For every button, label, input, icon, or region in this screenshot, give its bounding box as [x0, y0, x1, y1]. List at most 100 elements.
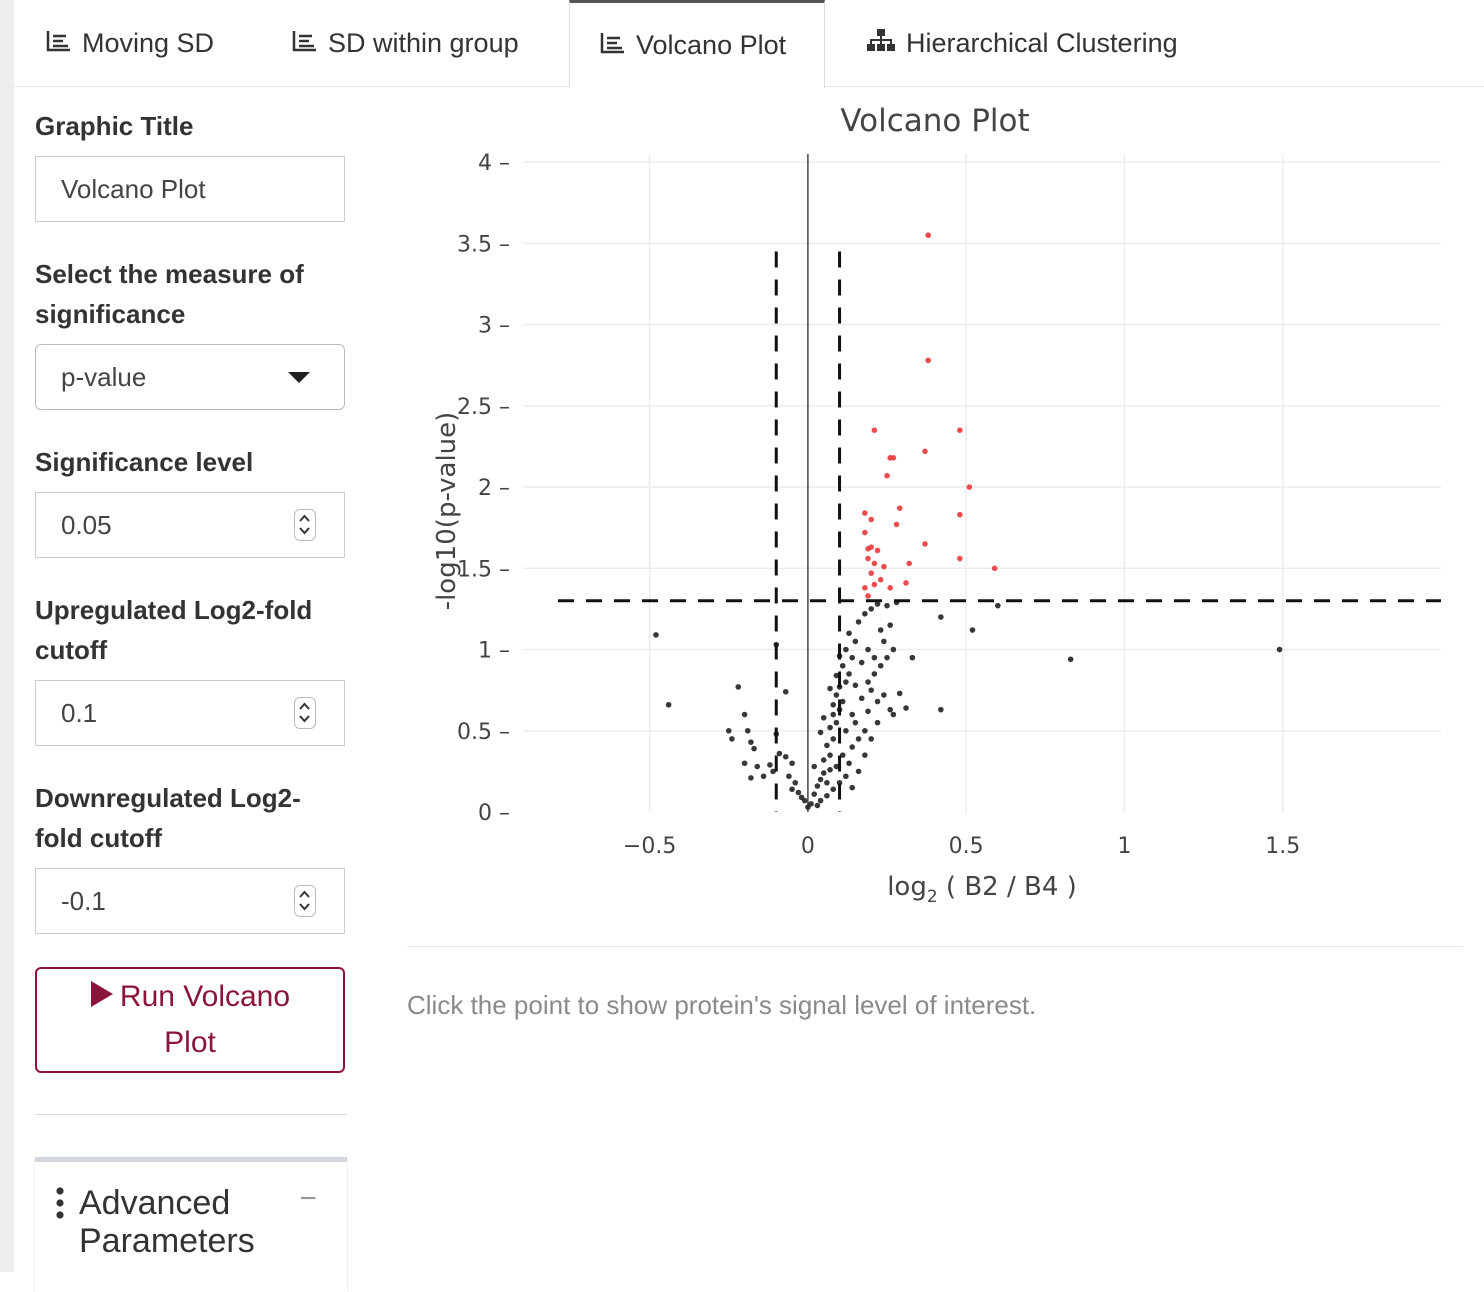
plot-hint-text: Click the point to show protein's signal… [407, 990, 1037, 1020]
point [839, 752, 846, 758]
play-icon [90, 977, 114, 1021]
y-axis-label: -log10(p-value) [432, 412, 462, 611]
point [855, 619, 862, 625]
point [725, 727, 732, 734]
x-tick-label: −0.5 [623, 834, 676, 859]
significant-point [868, 544, 875, 550]
point [877, 627, 884, 633]
x-tick-label: 1.5 [1265, 834, 1300, 859]
point [767, 762, 773, 768]
point [824, 779, 830, 786]
point [874, 601, 881, 607]
point [849, 711, 856, 718]
point [748, 739, 754, 745]
point [890, 646, 897, 653]
y-tick-label: 0 – [478, 801, 510, 826]
point [849, 654, 856, 661]
graphic-title-input[interactable]: Volcano Plot [35, 156, 345, 222]
volcano-plot[interactable]: −0.5 0 0.5 1 1.5 0 – 0.5 – 1 – 1.5 – 2 – 2.5 – 3 – 3… [405, 87, 1484, 947]
point [811, 763, 818, 770]
tab-bar: Moving SD SD within group Volcano Plot H… [14, 0, 1484, 88]
point [751, 745, 757, 752]
significant-point [881, 563, 887, 570]
list-icon [292, 28, 318, 59]
stepper-icon[interactable] [294, 885, 316, 917]
point [849, 784, 856, 791]
y-tick-label: 2 – [478, 476, 510, 501]
significant-point [903, 580, 909, 586]
up-cutoff-value: 0.1 [61, 697, 98, 728]
vertical-ellipsis-icon [55, 1187, 65, 1227]
point [855, 768, 862, 775]
point [814, 802, 821, 809]
point [792, 779, 799, 786]
significant-point [871, 560, 878, 567]
significance-label: Significance level [35, 447, 254, 477]
stepper-icon[interactable] [294, 509, 316, 541]
point [814, 783, 821, 789]
tab-sd-within-group[interactable]: SD within group [292, 0, 519, 86]
significant-point [922, 541, 928, 547]
tab-moving-sd[interactable]: Moving SD [46, 0, 214, 86]
significant-point [865, 555, 871, 562]
point [852, 638, 859, 645]
point [811, 791, 818, 797]
point [887, 622, 893, 628]
advanced-parameters-title: Advanced Parameters [79, 1184, 255, 1260]
tab-hierarchical-clustering[interactable]: Hierarchical Clustering [866, 0, 1178, 86]
sidebar: Graphic Title Volcano Plot Select the me… [14, 87, 387, 1292]
point [871, 671, 878, 677]
point [896, 690, 903, 697]
point [843, 679, 849, 685]
tab-volcano-plot[interactable]: Volcano Plot [569, 0, 825, 88]
point [874, 698, 881, 705]
point [833, 672, 840, 679]
significant-point [896, 505, 903, 511]
x-axis-label: log2 ( B2 / B4 ) [887, 872, 1077, 907]
y-tick-label: 1 – [478, 639, 510, 664]
down-cutoff-input[interactable]: -0.1 [35, 868, 345, 934]
significant-point [925, 357, 931, 364]
point [830, 701, 837, 708]
tab-label: Volcano Plot [636, 30, 787, 60]
significance-input[interactable]: 0.05 [35, 492, 345, 558]
point [887, 706, 893, 713]
point [862, 727, 868, 734]
significant-point [868, 516, 875, 523]
point [808, 801, 814, 807]
significant-point [862, 510, 868, 516]
point [754, 763, 761, 770]
significant-point [925, 232, 931, 239]
point [868, 736, 875, 742]
caret-down-icon [288, 372, 310, 383]
point [830, 786, 837, 793]
significant-point [966, 484, 973, 490]
graphic-title-label: Graphic Title [35, 111, 194, 141]
point [843, 773, 849, 780]
point [817, 729, 824, 736]
point [881, 638, 887, 645]
divider [407, 946, 1463, 947]
point [827, 724, 833, 731]
significant-point [877, 576, 884, 583]
significant-point [957, 427, 963, 433]
point [729, 736, 735, 742]
up-cutoff-input[interactable]: 0.1 [35, 680, 345, 746]
measure-select[interactable]: p-value [35, 344, 345, 410]
point [865, 679, 871, 685]
point [827, 766, 833, 773]
point [827, 752, 833, 758]
point [995, 602, 1001, 609]
y-tick-label: 2.5 – [457, 395, 510, 420]
point [824, 792, 830, 799]
point [846, 760, 852, 767]
point [665, 701, 672, 708]
collapse-minus-icon[interactable]: − [299, 1182, 317, 1215]
point [871, 654, 878, 661]
volcano-plot-svg[interactable]: −0.5 0 0.5 1 1.5 0 – 0.5 – 1 – 1.5 – 2 – 2.5 – 3 – 3… [405, 87, 1484, 947]
run-volcano-plot-button[interactable]: Run Volcano Plot [35, 967, 345, 1073]
sitemap-icon [866, 28, 896, 59]
point [741, 760, 748, 767]
stepper-icon[interactable] [294, 697, 316, 729]
point [849, 744, 856, 750]
